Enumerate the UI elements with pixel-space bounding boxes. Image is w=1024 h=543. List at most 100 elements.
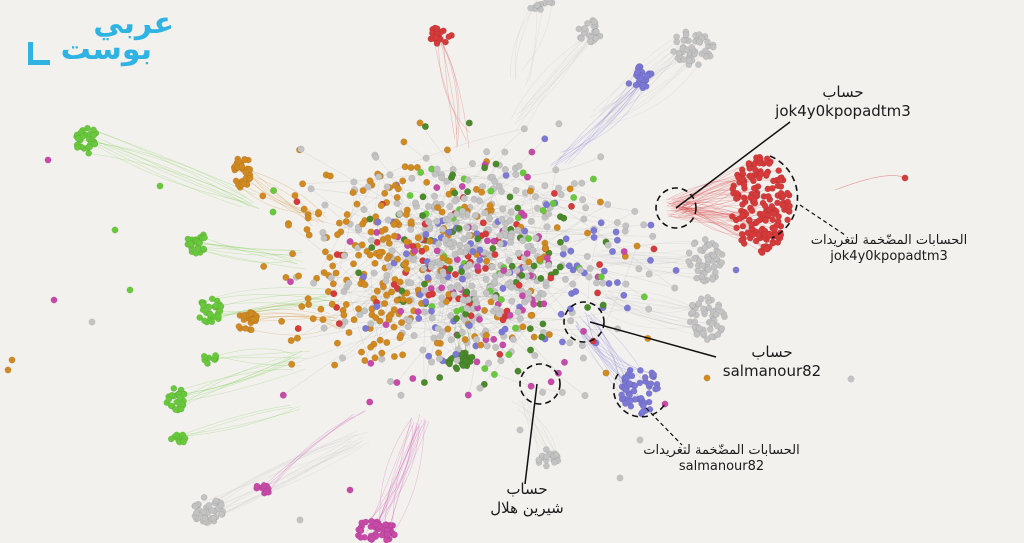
graph-node xyxy=(355,251,363,259)
graph-node xyxy=(373,287,381,295)
graph-node xyxy=(527,311,535,319)
graph-node xyxy=(492,343,500,351)
graph-node xyxy=(641,374,649,381)
graph-edge xyxy=(311,188,501,237)
graph-node xyxy=(680,37,688,44)
graph-node xyxy=(496,232,504,240)
graph-node xyxy=(481,209,489,217)
graph-node xyxy=(779,193,787,200)
graph-edge xyxy=(550,80,647,167)
graph-node xyxy=(769,216,777,224)
logo-bracket-side xyxy=(28,42,33,64)
graph-node xyxy=(543,223,551,231)
graph-node xyxy=(270,187,278,195)
graph-node xyxy=(714,248,722,256)
graph-edge xyxy=(514,35,590,124)
graph-node xyxy=(647,221,655,229)
graph-edge xyxy=(516,31,597,120)
graph-edge xyxy=(89,139,243,208)
graph-edge xyxy=(79,139,247,199)
graph-edge xyxy=(291,284,508,341)
graph-edge xyxy=(521,34,595,111)
graph-node xyxy=(168,391,176,399)
graph-node xyxy=(201,514,209,522)
graph-node xyxy=(542,201,551,209)
salman-amplifiers-label: الحسابات المضّخمة لتغريدات salmanour82 xyxy=(643,443,800,475)
graph-node xyxy=(416,119,424,127)
graph-node xyxy=(695,61,702,69)
graph-node xyxy=(379,283,387,291)
graph-edge xyxy=(192,239,302,251)
graph-node xyxy=(688,44,696,51)
graph-node xyxy=(557,191,565,199)
graph-node xyxy=(452,350,460,358)
graph-node xyxy=(378,355,386,363)
graph-node xyxy=(566,185,574,193)
graph-node xyxy=(367,236,376,244)
graph-node xyxy=(326,172,334,180)
graph-node xyxy=(382,277,390,285)
graph-edge xyxy=(582,320,650,387)
graph-node xyxy=(402,210,410,219)
graph-node xyxy=(534,294,542,302)
salman-amplifiers-arc xyxy=(612,373,666,418)
graph-node xyxy=(399,351,407,359)
graph-node xyxy=(460,235,468,243)
graph-edge xyxy=(182,409,301,436)
graph-edge xyxy=(94,143,248,203)
graph-node xyxy=(382,321,390,329)
graph-node xyxy=(372,153,380,161)
graph-node xyxy=(710,252,717,259)
graph-edge xyxy=(215,440,352,518)
jok-amplifiers-arc xyxy=(769,155,799,239)
graph-node xyxy=(599,301,607,309)
graph-node xyxy=(305,300,313,308)
graph-node xyxy=(622,400,629,407)
graph-edge xyxy=(208,438,352,506)
graph-node xyxy=(639,408,646,416)
graph-node xyxy=(438,284,446,292)
graph-node xyxy=(613,279,621,287)
graph-node xyxy=(378,531,386,539)
graph-node xyxy=(383,254,392,262)
graph-node xyxy=(200,508,207,516)
graph-node xyxy=(586,37,594,45)
graph-node xyxy=(605,280,613,288)
graph-node xyxy=(539,206,547,214)
graph-node xyxy=(604,241,612,249)
graph-node xyxy=(758,249,766,257)
graph-node xyxy=(381,299,389,308)
graph-node xyxy=(472,335,480,343)
graph-node xyxy=(685,257,693,265)
graph-node xyxy=(457,268,466,276)
graph-node xyxy=(474,235,482,243)
graph-edge xyxy=(255,312,341,330)
graph-node xyxy=(358,241,366,249)
salman-account-leader xyxy=(589,321,717,358)
graph-node xyxy=(506,311,514,319)
arabi-post-logo: عربي بوست xyxy=(24,8,174,68)
graph-node xyxy=(650,245,658,253)
graph-node xyxy=(240,312,248,319)
graph-node xyxy=(528,148,536,156)
graph-node xyxy=(387,377,395,386)
graph-node xyxy=(713,322,721,330)
graph-edge xyxy=(190,243,296,264)
graph-node xyxy=(512,186,520,194)
graph-node xyxy=(704,38,711,46)
graph-node xyxy=(390,232,399,240)
graph-edge xyxy=(675,194,737,213)
graph-node xyxy=(547,378,555,386)
graph-node xyxy=(704,293,712,301)
graph-edge xyxy=(212,441,363,519)
graph-edge xyxy=(210,296,327,319)
graph-node xyxy=(299,180,307,188)
graph-node xyxy=(469,248,477,256)
graph-node xyxy=(385,313,393,321)
graph-node xyxy=(635,265,643,273)
graph-edge xyxy=(383,239,501,249)
graph-edge xyxy=(680,208,743,218)
graph-node xyxy=(519,169,527,177)
graph-node xyxy=(193,509,200,517)
graph-edge xyxy=(606,252,695,259)
